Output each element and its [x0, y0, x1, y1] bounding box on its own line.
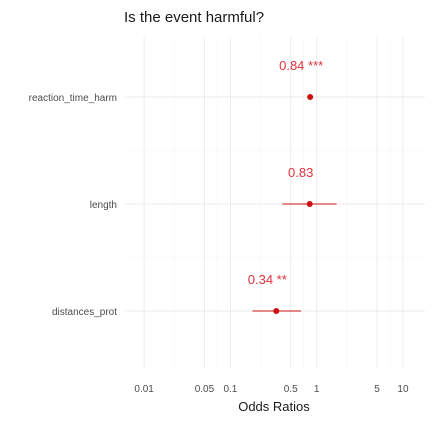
- y-category-label: distances_prot: [52, 307, 117, 318]
- x-tick-label: 10: [397, 384, 409, 395]
- x-axis-ticks: 0.01 0.05 0.1 0.5 1 5 10: [134, 384, 409, 395]
- x-tick-label: 0.05: [195, 384, 215, 395]
- x-tick-label: 0.1: [223, 384, 237, 395]
- estimate-point: [307, 94, 314, 100]
- chart-title: Is the event harmful?: [124, 9, 264, 26]
- x-tick-label: 0.01: [134, 384, 154, 395]
- y-category-label: length: [90, 200, 117, 211]
- x-axis-title: Odds Ratios: [238, 399, 310, 414]
- grid: [125, 37, 425, 368]
- y-category-label: reaction_time_harm: [29, 93, 117, 104]
- estimate-point: [306, 201, 313, 207]
- x-tick-label: 5: [374, 384, 380, 395]
- estimate-value-label: 0.83: [288, 165, 313, 180]
- estimate-point: [273, 308, 280, 314]
- estimate-value-label: 0.34 **: [248, 272, 287, 287]
- x-tick-label: 1: [314, 384, 320, 395]
- estimate-value-label: 0.84 ***: [279, 58, 323, 73]
- x-tick-label: 0.5: [284, 384, 298, 395]
- estimate-marks: 0.84 *** 0.83 0.34 **: [248, 58, 337, 314]
